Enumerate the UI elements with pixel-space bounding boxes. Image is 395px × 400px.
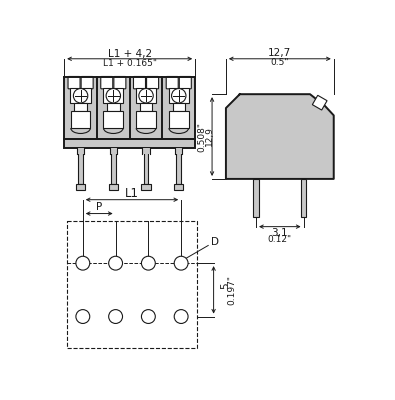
Bar — [76, 184, 85, 190]
Bar — [177, 148, 181, 184]
Bar — [169, 111, 188, 128]
Text: 12,9: 12,9 — [205, 127, 213, 146]
Text: L1 + 4,2: L1 + 4,2 — [107, 49, 152, 59]
FancyBboxPatch shape — [68, 76, 80, 89]
Polygon shape — [226, 94, 334, 179]
Bar — [301, 179, 306, 218]
Text: 3,1: 3,1 — [271, 228, 288, 238]
Text: 12,7: 12,7 — [268, 48, 292, 58]
Bar — [109, 184, 118, 190]
Bar — [140, 104, 152, 111]
FancyBboxPatch shape — [147, 76, 158, 89]
Circle shape — [171, 88, 186, 103]
Bar — [136, 111, 156, 128]
Bar — [110, 148, 117, 154]
Text: D: D — [211, 237, 218, 247]
FancyBboxPatch shape — [134, 76, 145, 89]
FancyBboxPatch shape — [81, 76, 93, 89]
Bar — [103, 88, 124, 104]
Circle shape — [141, 256, 155, 270]
Text: 0.197": 0.197" — [228, 275, 237, 305]
Bar — [67, 221, 197, 348]
Bar — [71, 111, 90, 128]
Bar — [144, 148, 149, 184]
Bar — [254, 179, 259, 218]
Bar — [130, 77, 162, 139]
Bar — [103, 111, 123, 128]
Text: P: P — [96, 202, 102, 212]
Text: 0.12": 0.12" — [268, 235, 292, 244]
Text: 0.508": 0.508" — [198, 122, 207, 152]
Bar — [78, 148, 83, 184]
Bar — [70, 88, 91, 104]
Circle shape — [109, 256, 122, 270]
Text: 0.5": 0.5" — [271, 58, 289, 67]
Circle shape — [141, 310, 155, 324]
FancyBboxPatch shape — [101, 76, 113, 89]
Bar — [175, 148, 182, 154]
Bar — [142, 148, 150, 154]
Circle shape — [76, 256, 90, 270]
Bar — [74, 104, 87, 111]
Text: 5: 5 — [220, 283, 230, 289]
Bar — [111, 148, 116, 184]
Bar — [107, 104, 120, 111]
Text: L1 + 0.165": L1 + 0.165" — [103, 59, 157, 68]
Bar — [64, 139, 195, 148]
Bar — [136, 88, 156, 104]
Circle shape — [174, 310, 188, 324]
Text: L1: L1 — [125, 187, 139, 200]
Polygon shape — [312, 95, 327, 110]
Bar — [141, 184, 150, 190]
Circle shape — [174, 256, 188, 270]
Bar — [64, 77, 97, 139]
FancyBboxPatch shape — [114, 76, 126, 89]
FancyBboxPatch shape — [179, 76, 191, 89]
Circle shape — [106, 88, 120, 103]
Circle shape — [76, 310, 90, 324]
Bar — [97, 77, 130, 139]
Bar — [173, 104, 185, 111]
Bar — [77, 148, 84, 154]
Bar — [162, 77, 195, 139]
FancyBboxPatch shape — [166, 76, 178, 89]
Circle shape — [73, 88, 88, 103]
Circle shape — [139, 88, 153, 103]
Bar — [169, 88, 189, 104]
Bar — [174, 184, 183, 190]
Circle shape — [109, 310, 122, 324]
